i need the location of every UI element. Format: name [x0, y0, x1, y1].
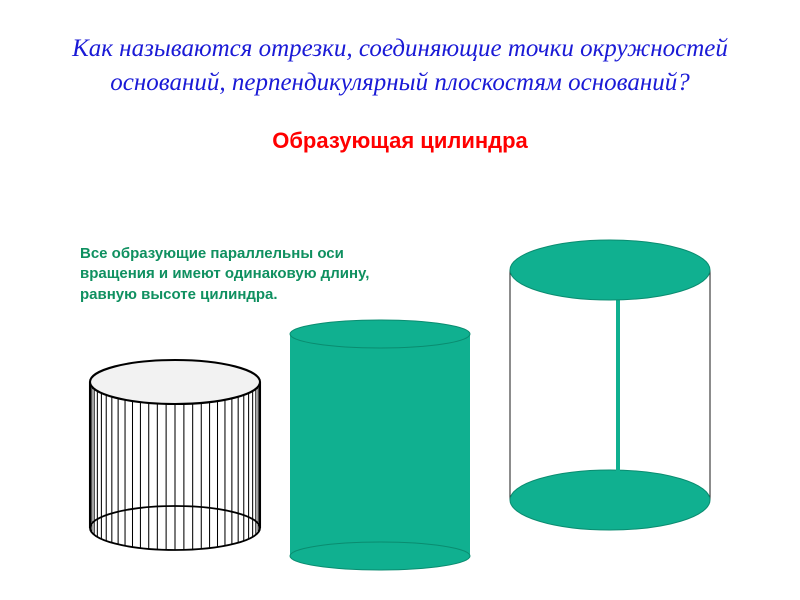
answer-subtitle: Образующая цилиндра	[0, 128, 800, 154]
question-title: Как называются отрезки, соединяющие точк…	[0, 0, 800, 110]
description-text: Все образующие параллельны оси вращения …	[80, 244, 410, 305]
disc-cylinder	[510, 240, 710, 530]
subtitle-text: Образующая цилиндра	[272, 128, 528, 153]
solid-cylinder	[290, 320, 470, 570]
title-text: Как называются отрезки, соединяющие точк…	[72, 35, 728, 96]
desc-text: Все образующие параллельны оси вращения …	[80, 245, 369, 303]
wire-cylinder	[90, 360, 260, 550]
